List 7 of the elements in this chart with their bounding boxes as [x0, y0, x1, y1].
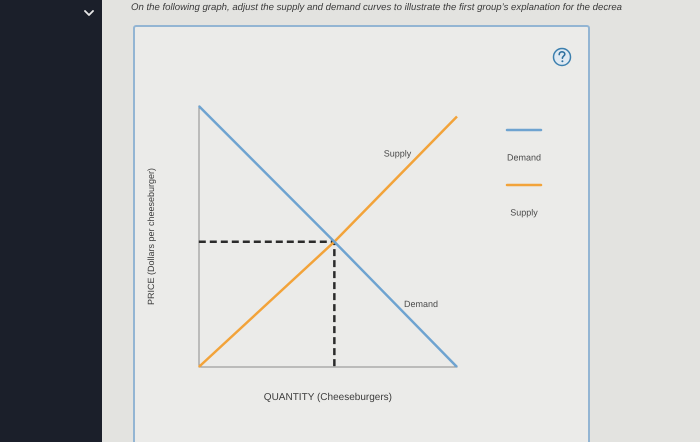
- y-axis-title: PRICE (Dollars per cheeseburger): [146, 168, 156, 306]
- series-label: Supply: [384, 148, 412, 159]
- chart-title: On the following graph, adjust the supply and demand curves to illustrate the first group’s explanation for the decrea: [131, 2, 622, 13]
- series-label: Demand: [404, 298, 438, 309]
- text: Demand: [506, 152, 542, 162]
- text: Supply: [510, 207, 538, 218]
- x-axis-title: QUANTITY (Cheeseburgers): [264, 392, 392, 403]
